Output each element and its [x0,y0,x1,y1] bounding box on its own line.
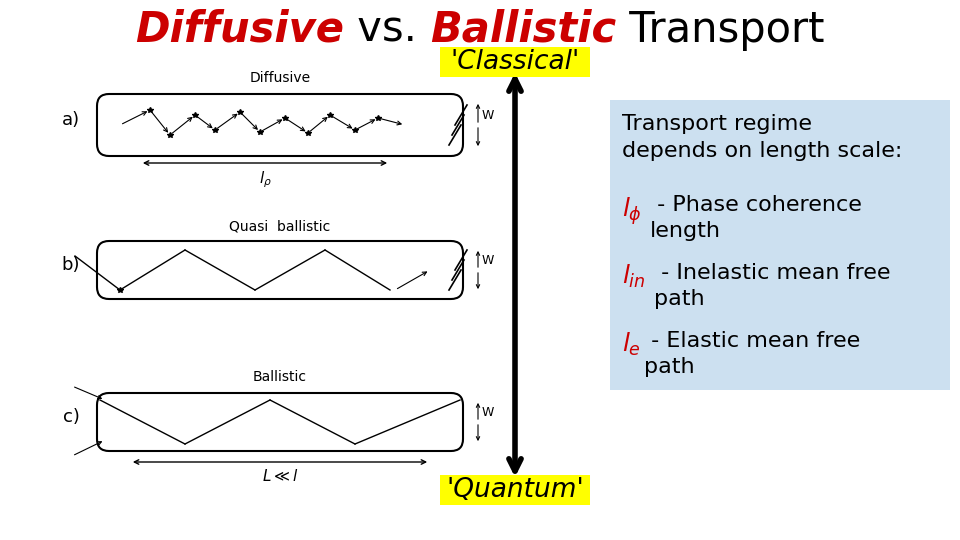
FancyBboxPatch shape [440,475,590,505]
Text: Diffusive: Diffusive [250,71,311,85]
Text: 'Quantum': 'Quantum' [446,477,584,503]
Text: W: W [482,406,494,419]
Text: Diffusive: Diffusive [135,9,344,51]
Text: Transport: Transport [616,9,825,51]
Text: 'Classical': 'Classical' [450,49,580,75]
Text: $l_\phi$: $l_\phi$ [622,195,642,227]
Text: - Inelastic mean free
path: - Inelastic mean free path [654,263,891,309]
Text: W: W [482,254,494,267]
Text: - Phase coherence
length: - Phase coherence length [650,195,862,241]
Text: $L \ll l$: $L \ll l$ [262,468,299,484]
FancyBboxPatch shape [440,47,590,77]
Text: a): a) [61,111,80,129]
FancyBboxPatch shape [610,100,950,390]
Text: Transport regime
depends on length scale:: Transport regime depends on length scale… [622,114,902,161]
Text: c): c) [63,408,80,426]
Text: b): b) [61,256,80,274]
Text: vs.: vs. [344,9,430,51]
Text: $l_{in}$: $l_{in}$ [622,263,646,290]
Text: W: W [482,109,494,122]
Text: $l_e$: $l_e$ [622,331,641,358]
Text: Ballistic: Ballistic [253,370,307,384]
Text: Ballistic: Ballistic [430,9,616,51]
Text: Quasi  ballistic: Quasi ballistic [229,220,330,234]
Text: - Elastic mean free
path: - Elastic mean free path [644,331,860,377]
Text: $l_\rho$: $l_\rho$ [258,169,272,190]
